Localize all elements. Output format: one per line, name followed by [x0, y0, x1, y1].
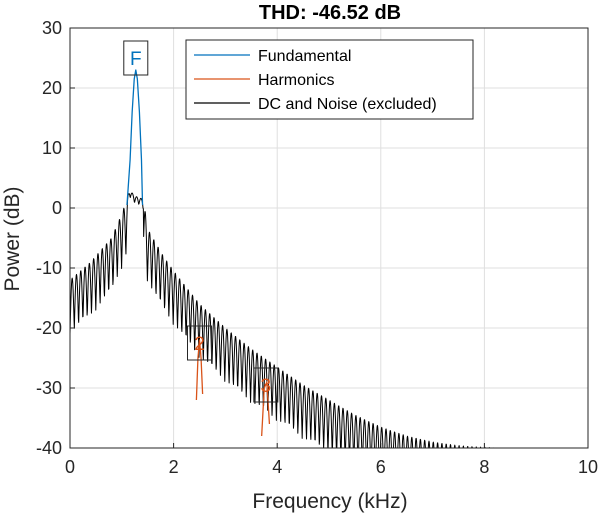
x-tick-label: 8	[479, 457, 489, 477]
legend-label-dc-noise: DC and Noise (excluded)	[258, 96, 437, 113]
annotation-label: 3	[261, 376, 272, 397]
x-tick-label: 2	[169, 457, 179, 477]
axes-frame	[69, 27, 589, 449]
y-tick-label: -10	[36, 258, 62, 278]
series-layer	[70, 69, 503, 448]
y-tick-label: 20	[42, 78, 62, 98]
legend: Fundamental Harmonics DC and Noise (excl…	[185, 39, 474, 120]
annotation-box	[253, 367, 279, 403]
annotation-box	[187, 325, 212, 361]
axes-box	[69, 27, 589, 449]
series-line-fundamental	[126, 69, 144, 206]
chart-title: THD: -46.52 dB	[259, 2, 401, 24]
y-tick-label: 30	[42, 18, 62, 38]
x-tick-label: 10	[578, 457, 598, 477]
y-axis-label: Power (dB)	[1, 186, 24, 291]
y-tick-label: -30	[36, 378, 62, 398]
x-ticks: 0 2 4 6 8 10	[65, 443, 598, 477]
annotation-label: F	[130, 49, 142, 70]
annotation-label: 2	[194, 334, 205, 355]
series-line-harmonics	[195, 339, 271, 437]
legend-label-harmonics: Harmonics	[258, 72, 334, 89]
x-tick-label: 6	[376, 457, 386, 477]
x-axis-label: Frequency (kHz)	[252, 490, 407, 513]
x-tick-label: 4	[272, 457, 282, 477]
annotation-layer: F 2 3	[123, 40, 279, 403]
y-tick-label: 0	[52, 198, 62, 218]
series-line-dc-noise	[70, 192, 503, 448]
y-tick-label: -20	[36, 318, 62, 338]
legend-label-fundamental: Fundamental	[258, 48, 351, 65]
y-tick-label: 10	[42, 138, 62, 158]
x-tick-label: 0	[65, 457, 75, 477]
y-tick-label: -40	[36, 438, 62, 458]
y-ticks: -40 -30 -20 -10 0 10 20 30	[36, 18, 75, 458]
annotation-box	[123, 40, 149, 76]
